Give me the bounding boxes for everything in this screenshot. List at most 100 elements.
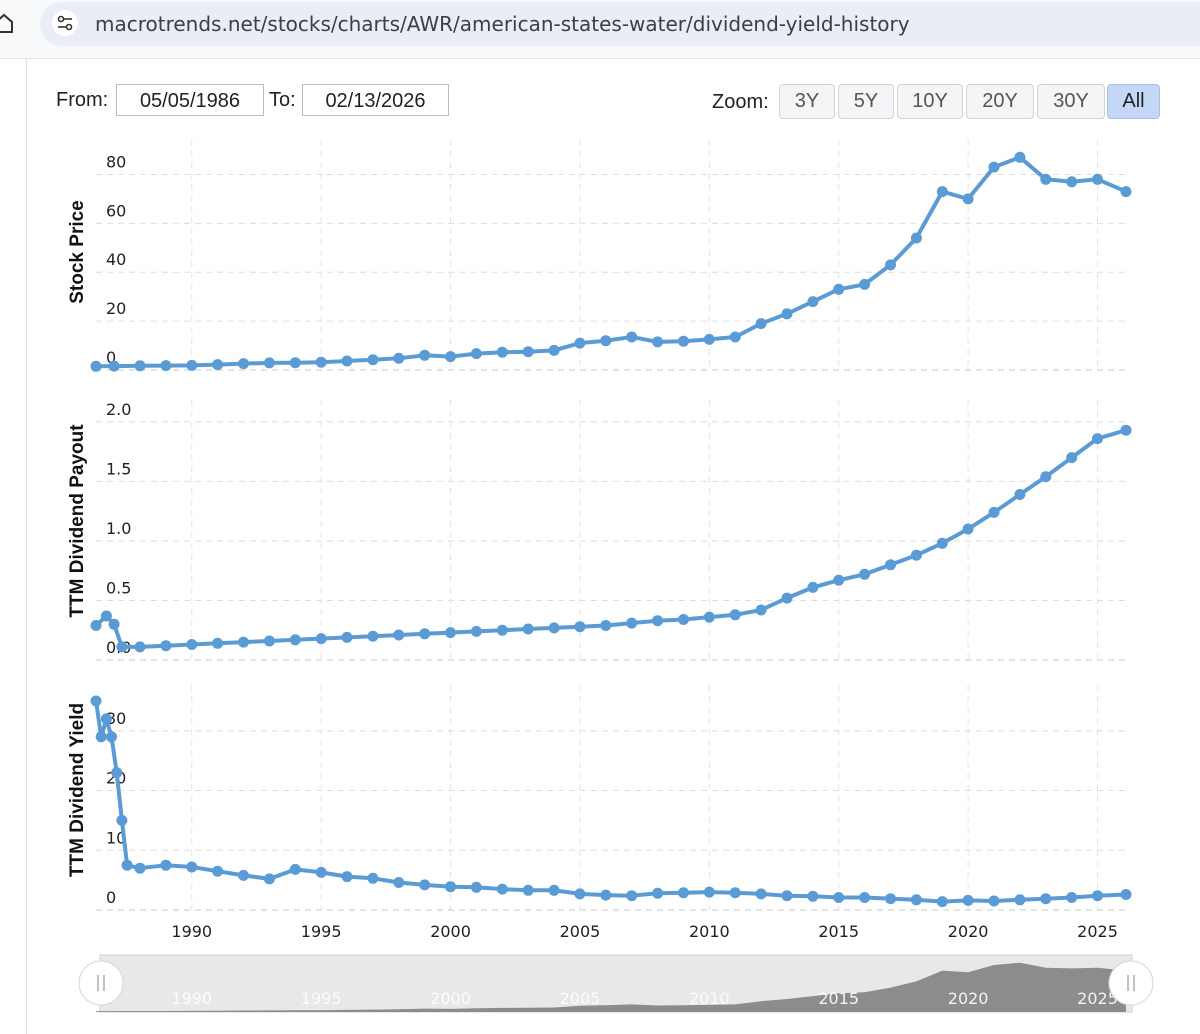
data-point[interactable]: [1040, 173, 1052, 185]
data-point[interactable]: [574, 888, 586, 900]
data-point[interactable]: [548, 884, 560, 896]
data-point[interactable]: [263, 357, 275, 369]
to-date-input[interactable]: 02/13/2026: [302, 84, 449, 116]
data-point[interactable]: [1066, 892, 1078, 903]
zoom-button-10y[interactable]: 10Y: [897, 84, 963, 119]
data-point[interactable]: [729, 609, 741, 621]
data-point[interactable]: [470, 881, 482, 893]
data-point[interactable]: [626, 331, 638, 343]
data-point[interactable]: [1014, 894, 1026, 906]
data-point[interactable]: [116, 814, 128, 826]
data-point[interactable]: [652, 615, 664, 627]
data-point[interactable]: [367, 872, 379, 884]
data-point[interactable]: [496, 624, 508, 636]
data-point[interactable]: [962, 193, 974, 205]
data-point[interactable]: [134, 641, 146, 653]
data-point[interactable]: [1120, 186, 1132, 198]
data-point[interactable]: [885, 559, 896, 571]
data-point[interactable]: [807, 890, 819, 902]
data-point[interactable]: [108, 360, 120, 372]
data-point[interactable]: [522, 884, 534, 896]
data-point[interactable]: [781, 890, 793, 902]
data-point[interactable]: [962, 894, 974, 906]
data-point[interactable]: [95, 731, 107, 743]
chart-panel-0[interactable]: 0 20 40 60 80 Stock Price: [67, 140, 1132, 372]
data-point[interactable]: [1040, 471, 1052, 483]
data-point[interactable]: [100, 610, 112, 622]
data-point[interactable]: [315, 633, 327, 645]
data-point[interactable]: [445, 627, 456, 639]
data-point[interactable]: [238, 869, 249, 881]
series-line[interactable]: [94, 428, 1127, 649]
data-point[interactable]: [341, 631, 353, 643]
data-point[interactable]: [522, 346, 534, 358]
data-point[interactable]: [1092, 173, 1103, 185]
data-point[interactable]: [600, 620, 612, 631]
data-point[interactable]: [755, 318, 767, 330]
data-point[interactable]: [341, 355, 353, 367]
data-point[interactable]: [548, 344, 560, 356]
data-point[interactable]: [367, 630, 379, 642]
data-point[interactable]: [548, 622, 560, 634]
data-point[interactable]: [833, 574, 845, 586]
data-point[interactable]: [186, 359, 198, 371]
from-date-input[interactable]: 05/05/1986: [116, 84, 264, 116]
data-point[interactable]: [652, 336, 664, 348]
data-point[interactable]: [186, 639, 198, 650]
data-point[interactable]: [393, 877, 405, 888]
data-point[interactable]: [263, 635, 275, 647]
data-point[interactable]: [988, 161, 1000, 173]
data-point[interactable]: [910, 232, 922, 244]
data-point[interactable]: [160, 360, 172, 372]
data-point[interactable]: [626, 890, 638, 902]
data-point[interactable]: [111, 767, 123, 779]
data-point[interactable]: [90, 695, 102, 707]
data-point[interactable]: [703, 333, 715, 345]
data-point[interactable]: [600, 889, 612, 901]
navigator-right-handle-icon[interactable]: [1108, 960, 1154, 1006]
data-point[interactable]: [755, 888, 767, 900]
data-point[interactable]: [1092, 433, 1103, 445]
data-point[interactable]: [212, 865, 224, 877]
data-point[interactable]: [108, 618, 120, 630]
data-point[interactable]: [600, 335, 612, 347]
data-point[interactable]: [910, 549, 922, 561]
data-point[interactable]: [134, 360, 146, 372]
data-point[interactable]: [1120, 424, 1132, 436]
data-point[interactable]: [833, 283, 845, 295]
data-point[interactable]: [496, 883, 508, 895]
data-point[interactable]: [393, 629, 405, 641]
data-point[interactable]: [522, 623, 534, 635]
series-line[interactable]: [94, 700, 1127, 904]
data-point[interactable]: [90, 360, 102, 372]
home-icon[interactable]: [0, 12, 14, 34]
data-point[interactable]: [1092, 890, 1103, 902]
data-point[interactable]: [910, 894, 922, 906]
data-point[interactable]: [936, 186, 948, 198]
navigator-left-handle-icon[interactable]: [78, 960, 124, 1006]
data-point[interactable]: [1066, 176, 1078, 188]
data-point[interactable]: [116, 641, 128, 653]
zoom-button-3y[interactable]: 3Y: [779, 84, 835, 119]
chart-panel-2[interactable]: 0102030TTM Dividend Yield199019952000200…: [67, 685, 1132, 941]
data-point[interactable]: [729, 331, 741, 343]
data-point[interactable]: [652, 887, 664, 899]
data-point[interactable]: [962, 523, 974, 535]
data-point[interactable]: [106, 731, 117, 743]
data-point[interactable]: [238, 636, 249, 648]
data-point[interactable]: [160, 640, 172, 652]
data-point[interactable]: [988, 895, 1000, 907]
data-point[interactable]: [289, 357, 301, 369]
data-point[interactable]: [807, 581, 819, 593]
data-point[interactable]: [678, 335, 689, 347]
data-point[interactable]: [703, 886, 715, 898]
data-point[interactable]: [341, 871, 353, 883]
data-point[interactable]: [703, 611, 715, 623]
data-point[interactable]: [160, 859, 172, 871]
data-point[interactable]: [419, 349, 431, 361]
data-point[interactable]: [186, 861, 198, 873]
data-point[interactable]: [626, 617, 638, 629]
data-point[interactable]: [445, 881, 456, 893]
data-point[interactable]: [1066, 452, 1078, 464]
